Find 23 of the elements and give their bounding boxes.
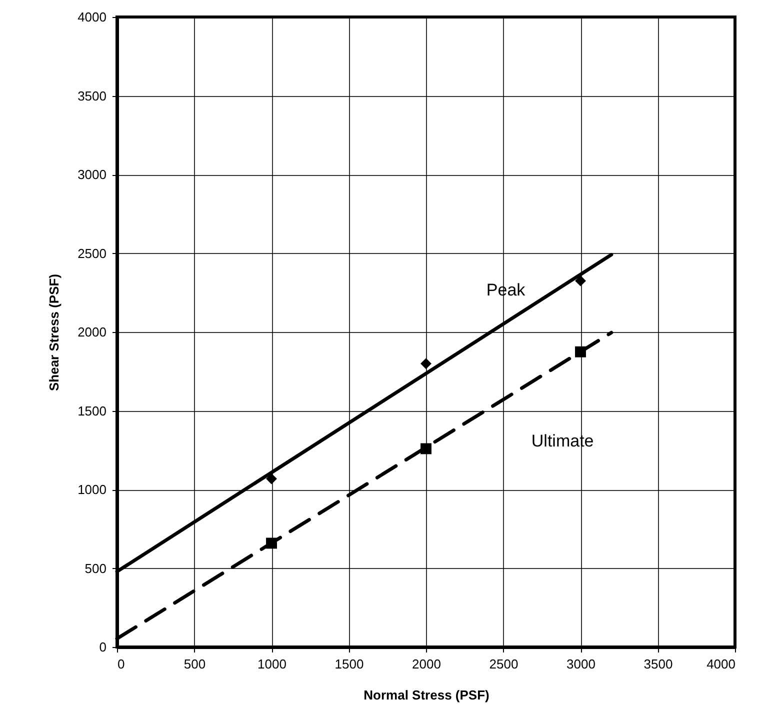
x-tick-label: 500 bbox=[184, 656, 206, 672]
x-tick-label: 1500 bbox=[334, 656, 364, 672]
y-tick-label: 1500 bbox=[78, 403, 106, 418]
point bbox=[420, 358, 432, 370]
y-axis-title: Shear Stress (PSF) bbox=[46, 274, 62, 392]
y-tick-label: 3000 bbox=[78, 167, 106, 182]
point bbox=[575, 275, 586, 286]
y-tick-label: 0 bbox=[99, 640, 106, 654]
x-axis-title: Normal Stress (PSF) bbox=[364, 688, 490, 702]
y-tick-label: 4000 bbox=[78, 10, 106, 24]
x-tick-label: 2000 bbox=[412, 656, 441, 672]
x-tick-label: 2500 bbox=[489, 656, 518, 672]
x-tick-label: 0 bbox=[118, 656, 125, 672]
x-tick-label: 3500 bbox=[644, 656, 673, 672]
y-tick-label: 2500 bbox=[78, 246, 106, 261]
y-tick-label: 2000 bbox=[78, 324, 106, 340]
y-tick-label: 3500 bbox=[78, 88, 106, 104]
y-tick-label: 1000 bbox=[78, 482, 106, 497]
x-tick-label: 1000 bbox=[258, 656, 286, 672]
x-tick-label: 4000 bbox=[706, 656, 736, 672]
x-tick-label: 3000 bbox=[566, 656, 596, 672]
point bbox=[266, 473, 277, 484]
y-tick-label: 500 bbox=[84, 560, 106, 576]
